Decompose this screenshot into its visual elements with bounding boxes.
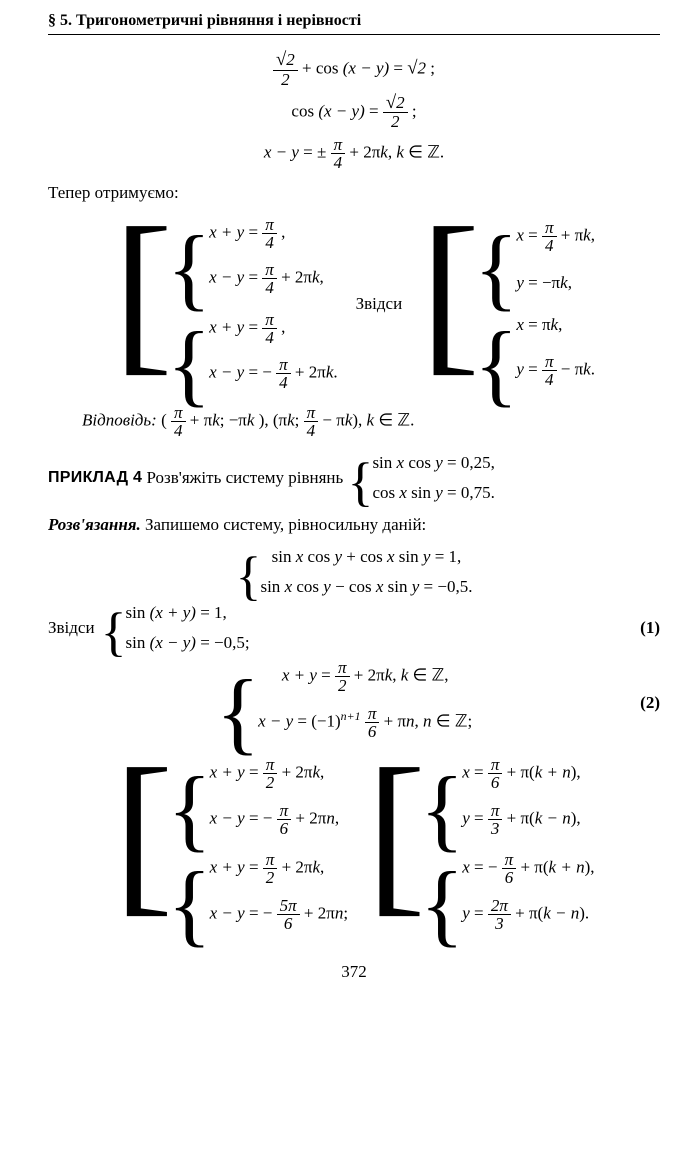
answer-line: Відповідь: ( π4 + πk; −πk ), (πk; π4 − π… [82, 404, 660, 439]
system-bottom: [ { x + y = π2 + 2πk, x − y = − π6 + 2πn… [48, 756, 660, 932]
page-header: § 5. Тригонометричні рівняння і нерівнос… [48, 12, 660, 30]
rozv-line: Розв'язання. Запишемо систему, рівносиль… [48, 515, 660, 535]
rozv-text: Запишемо систему, рівносильну даній: [145, 515, 426, 534]
text-zvidsy-1: Звідси [356, 294, 403, 314]
text-zvidsy-2: Звідси [48, 618, 95, 638]
header-rule [48, 34, 660, 35]
example-label: ПРИКЛАД 4 [48, 469, 142, 487]
eqnum-1: (1) [640, 618, 660, 638]
rozv-label: Розв'язання. [48, 515, 141, 534]
system-3-row: Звідси { sin (x + y) = 1, sin (x − y) = … [48, 603, 660, 653]
section-title: Тригонометричні рівняння і нерівності [76, 12, 361, 29]
equation-2: cos (x − y) = √22 ; [48, 94, 660, 131]
system-2: { sin x cos y + cos x sin y = 1, sin x c… [48, 547, 660, 599]
eqnum-2: (2) [640, 693, 660, 713]
equation-3: x − y = ± π4 + 2πk, k ∈ ℤ. [48, 136, 660, 171]
page-number: 372 [48, 962, 660, 982]
example-text: Розв'яжіть систему рівнянь [147, 468, 344, 488]
system-1: [ { x + y = π4 , x − y = π4 + 2πk, { x +… [48, 215, 660, 391]
equation-1: √22 + cos (x − y) = √2 ; [48, 51, 660, 88]
page: § 5. Тригонометричні рівняння і нерівнос… [0, 0, 700, 1012]
section-num: § 5. [48, 12, 72, 29]
example-4: ПРИКЛАД 4 Розв'яжіть систему рівнянь { s… [48, 453, 660, 503]
answer-label: Відповідь: [82, 410, 157, 429]
